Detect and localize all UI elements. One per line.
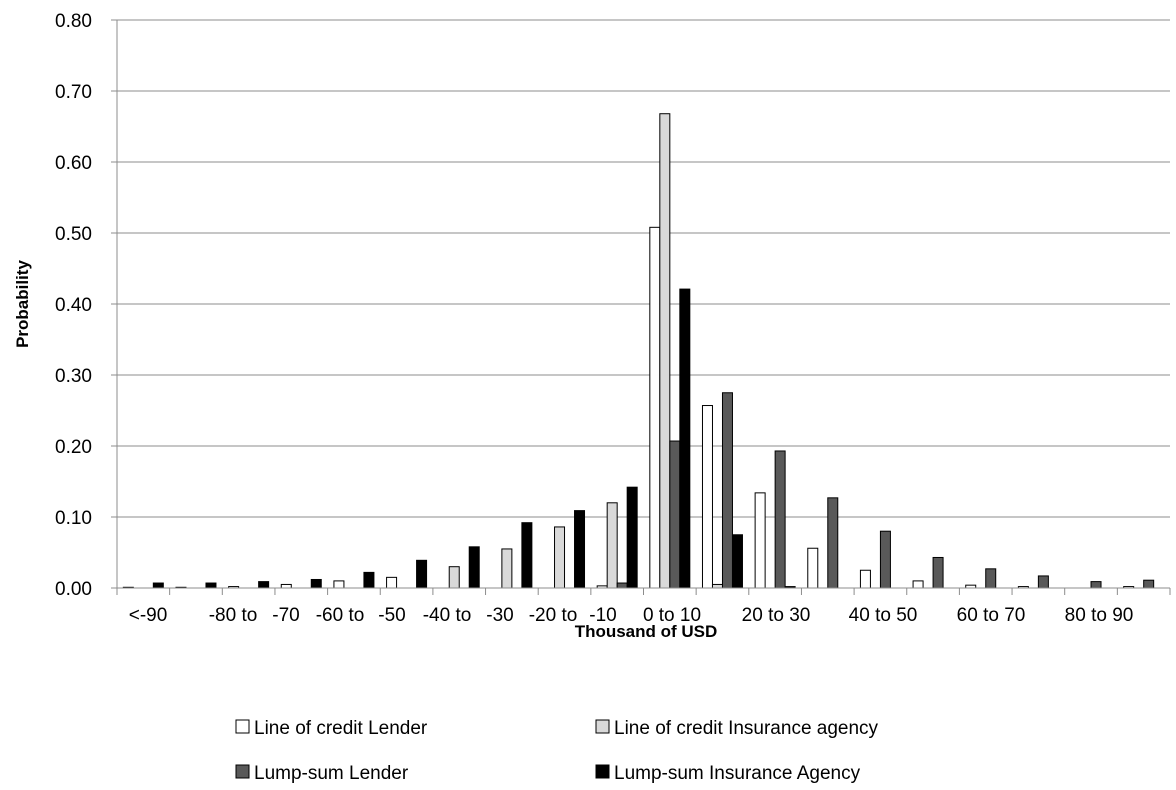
bar-2-14	[879, 530, 891, 589]
x-tick-label: -30	[486, 605, 513, 626]
bar-0-12	[754, 492, 766, 589]
bar-2-9	[616, 582, 628, 589]
x-tick-label: -60 to	[316, 605, 365, 626]
bar-0-10	[649, 226, 661, 589]
legend-label-1: Line of credit Insurance agency	[614, 718, 879, 739]
bar-0-5	[386, 576, 398, 589]
bar-0-13	[807, 547, 819, 589]
bar-3-11	[731, 534, 743, 589]
bar-2-16	[985, 568, 997, 589]
y-tick-label: 0.60	[55, 153, 92, 174]
bar-2-11	[721, 392, 733, 589]
y-tick-label: 0.40	[55, 295, 92, 316]
x-tick-label: 40 to 50	[849, 605, 918, 626]
x-tick-labels: <-90 -80 to -70 -60 to -50 -40 to -30 -20 to -10…	[129, 605, 1134, 626]
bar-0-4	[333, 580, 345, 589]
bar-3-2	[258, 581, 270, 589]
legend-swatch-2	[235, 764, 250, 779]
legend: Line of credit Lender Line of credit Insu…	[235, 718, 879, 784]
x-tick-label: -20 to	[529, 605, 578, 626]
bar-0-15	[912, 580, 924, 589]
bar-1-9	[606, 502, 618, 589]
bar-3-5	[416, 559, 428, 589]
y-axis-title: Probability	[13, 260, 32, 348]
y-tick-label: 0.20	[55, 437, 92, 458]
x-tick-label: -50	[378, 605, 405, 626]
bar-2-17	[1037, 575, 1049, 589]
bar-3-7	[521, 522, 533, 589]
bar-3-6	[468, 546, 480, 589]
bar-1-8	[554, 526, 566, 589]
bar-3-4	[363, 571, 375, 589]
bar-1-11	[711, 583, 723, 589]
gridlines	[111, 19, 1170, 589]
y-tick-label: 0.70	[55, 82, 92, 103]
bar-0-3	[280, 583, 292, 589]
legend-label-2: Lump-sum Lender	[254, 763, 409, 784]
y-tick-label: 0.00	[55, 579, 92, 600]
x-tick-label: -40 to	[423, 605, 472, 626]
bar-2-12	[774, 450, 786, 589]
x-tick-label: <-90	[129, 605, 168, 626]
legend-swatch-0	[235, 719, 250, 734]
bar-1-6	[448, 566, 460, 589]
bar-1-10	[659, 113, 671, 589]
bar-2-18	[1090, 581, 1102, 589]
legend-swatch-3	[595, 764, 610, 779]
y-tick-labels: 0.00 0.10 0.20 0.30 0.40 0.50 0.60 0.70 0.80	[55, 11, 92, 600]
bar-2-10	[669, 440, 681, 589]
axes	[116, 20, 1171, 595]
bar-3-10	[679, 288, 691, 589]
x-tick-label: 80 to 90	[1065, 605, 1134, 626]
bar-3-1	[205, 582, 217, 589]
x-tick-label: 0 to 10	[643, 605, 701, 626]
bar-3-8	[574, 510, 586, 589]
bar-1-7	[501, 548, 513, 589]
x-tick-label: 20 to 30	[742, 605, 811, 626]
legend-label-3: Lump-sum Insurance Agency	[614, 763, 861, 784]
x-tick-label: 60 to 70	[957, 605, 1026, 626]
bar-2-19	[1143, 579, 1155, 589]
x-axis-title: Thousand of USD	[575, 622, 718, 641]
x-tick-label: -70	[272, 605, 299, 626]
x-tick-label: -80 to	[209, 605, 258, 626]
bar-3-3	[310, 578, 322, 589]
bar-3-0	[152, 582, 164, 589]
bar-0-11	[701, 405, 713, 589]
bar-0-14	[859, 569, 871, 589]
legend-swatch-1	[595, 719, 610, 734]
y-tick-label: 0.50	[55, 224, 92, 245]
x-tick-label: -10	[589, 605, 616, 626]
y-tick-label: 0.30	[55, 366, 92, 387]
bar-2-13	[827, 497, 839, 589]
legend-label-0: Line of credit Lender	[254, 718, 428, 739]
y-tick-label: 0.80	[55, 11, 92, 32]
bar-3-9	[626, 486, 638, 589]
y-tick-label: 0.10	[55, 508, 92, 529]
bar-2-15	[932, 556, 944, 589]
